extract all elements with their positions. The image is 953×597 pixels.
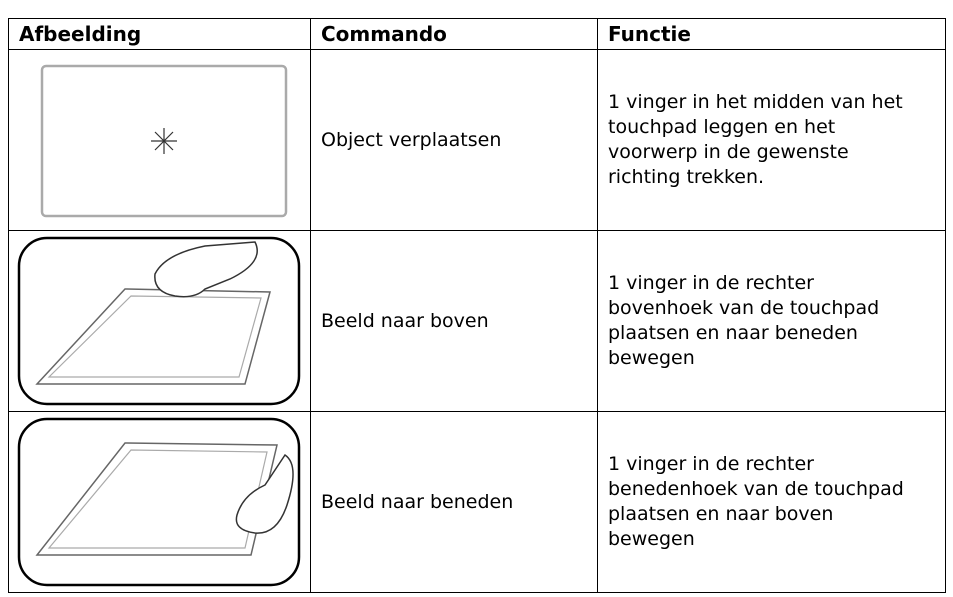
- header-cell: Commando: [310, 18, 598, 50]
- row: Object verplaatsen 1 vinger in het midde…: [8, 49, 946, 231]
- touchpad-scroll-down-icon: [17, 417, 300, 586]
- header-cell: Functie: [597, 18, 946, 50]
- image-cell: [8, 230, 311, 412]
- image-cell: [8, 411, 311, 593]
- gesture-table: Afbeelding Commando Functie Object verpl…: [8, 18, 946, 593]
- row: Beeld naar boven 1 vinger in de rechter …: [8, 230, 946, 412]
- text-line: plaatsen en naar beneden: [608, 322, 858, 344]
- header-cell: Afbeelding: [8, 18, 311, 50]
- touchpad-move-icon: [40, 64, 287, 217]
- text-line: richting trekken.: [608, 166, 765, 188]
- text-line: 1 vinger in de rechter: [608, 272, 814, 294]
- text-line: bovenhoek van de touchpad: [608, 297, 880, 319]
- text-line: bewegen: [608, 528, 695, 550]
- command-cell: Beeld naar beneden: [310, 411, 598, 593]
- text-line: benedenhoek van de touchpad: [608, 478, 904, 500]
- row: Beeld naar beneden 1 vinger in de rechte…: [8, 411, 946, 593]
- touchpad-scroll-up-icon: [17, 236, 300, 405]
- text-line: 1 vinger in de rechter: [608, 453, 814, 475]
- function-cell: 1 vinger in de rechter bovenhoek van de …: [597, 230, 946, 412]
- function-cell: 1 vinger in de rechter benedenhoek van d…: [597, 411, 946, 593]
- text-line: voorwerp in de gewenste: [608, 141, 849, 163]
- command-cell: Beeld naar boven: [310, 230, 598, 412]
- text-line: bewegen: [608, 347, 695, 369]
- header-row: Afbeelding Commando Functie: [8, 18, 946, 50]
- function-cell: 1 vinger in het midden van het touchpad …: [597, 49, 946, 231]
- image-cell: [8, 49, 311, 231]
- text-line: 1 vinger in het midden van het: [608, 91, 903, 113]
- text-line: touchpad leggen en het: [608, 116, 836, 138]
- command-cell: Object verplaatsen: [310, 49, 598, 231]
- text-line: plaatsen en naar boven: [608, 503, 834, 525]
